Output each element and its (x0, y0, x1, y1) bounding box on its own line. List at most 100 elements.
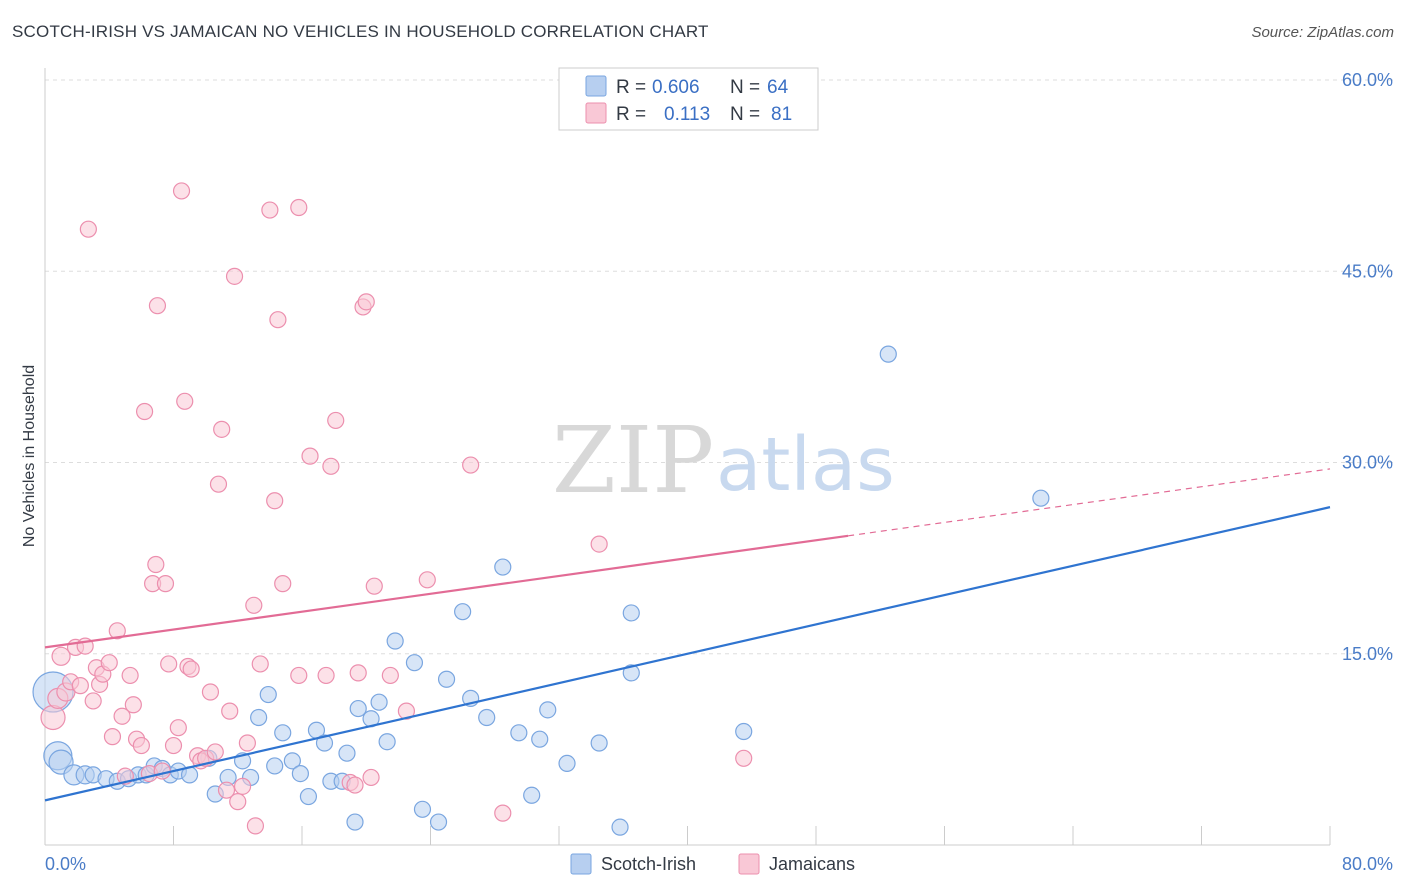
scotch-irish-point-46 (478, 708, 496, 727)
trend-line-scotch-irish (44, 506, 1331, 802)
jamaicans-point-69 (365, 577, 383, 595)
jamaicans-point-43 (213, 420, 231, 438)
jamaicans-point-74 (494, 804, 512, 822)
jamaicans-point-29 (156, 575, 175, 593)
scotch-irish-point-58 (879, 345, 897, 363)
series-scotch-irish-points (32, 345, 1050, 836)
trend-line-jamaicans-extension (848, 468, 1331, 537)
y-tick-label-15: 15.0% (1342, 644, 1393, 664)
jamaicans-point-16 (108, 622, 126, 640)
scotch-irish-point-39 (386, 632, 404, 650)
jamaicans-point-47 (229, 793, 247, 811)
correlation-legend: R = 0.606 N = 64 R = 0.113 N = 81 (558, 67, 819, 131)
scotch-irish-point-50 (531, 730, 549, 748)
bottom-legend-scotch-irish: Scotch-Irish (601, 854, 696, 874)
legend-n-label-2: N = (730, 104, 760, 125)
jamaicans-point-36 (182, 660, 200, 678)
scotch-irish-point-54 (611, 818, 629, 836)
jamaicans-point-7 (71, 677, 89, 695)
jamaicans-point-22 (132, 736, 150, 755)
source-label: Source: ZipAtlas.com (1251, 24, 1394, 41)
scotch-irish-point-55 (622, 664, 640, 682)
scotch-irish-point-40 (405, 654, 424, 672)
scotch-irish-point-38 (378, 733, 396, 751)
jamaicans-point-76 (735, 749, 753, 767)
jamaicans-point-72 (418, 571, 436, 589)
jamaicans-point-65 (349, 664, 367, 682)
jamaicans-point-30 (160, 655, 178, 673)
jamaicans-point-57 (290, 666, 308, 685)
scotch-irish-point-23 (259, 685, 277, 704)
jamaicans-point-55 (269, 311, 287, 329)
scotch-irish-point-25 (274, 724, 292, 742)
y-tick-labels: 15.0% 30.0% 45.0% 60.0% (1342, 70, 1393, 664)
legend-r-value-2: 0.113 (664, 104, 710, 125)
jamaicans-point-23 (135, 402, 154, 421)
jamaicans-point-52 (251, 655, 269, 673)
scotch-irish-point-51 (539, 701, 557, 719)
jamaicans-point-34 (176, 392, 194, 410)
jamaicans-point-27 (148, 297, 167, 315)
jamaicans-point-61 (322, 457, 340, 475)
y-tick-label-45: 45.0% (1342, 261, 1393, 281)
jamaicans-point-51 (246, 817, 265, 835)
trend-lines (44, 468, 1331, 802)
legend-n-value-2: 81 (771, 104, 792, 125)
jamaicans-point-48 (233, 777, 252, 795)
jamaicans-point-62 (327, 411, 345, 430)
jamaicans-point-20 (124, 696, 142, 714)
jamaicans-point-71 (397, 702, 416, 720)
y-tick-label-60: 60.0% (1342, 70, 1393, 90)
scotch-irish-point-52 (558, 754, 576, 773)
y-tick-label-30: 30.0% (1342, 453, 1393, 473)
scotch-irish-point-48 (510, 724, 528, 742)
jamaicans-point-28 (153, 762, 171, 780)
scotch-irish-point-28 (299, 787, 318, 806)
legend-n-label-1: N = (730, 77, 760, 98)
series-legend: Scotch-Irish Jamaicans (570, 853, 855, 875)
jamaicans-point-31 (164, 736, 183, 755)
jamaicans-point-70 (381, 666, 399, 685)
jamaicans-point-3 (51, 646, 71, 666)
jamaicans-point-64 (346, 776, 364, 794)
scotch-irish-point-22 (250, 708, 268, 727)
scotch-irish-point-43 (437, 670, 456, 688)
scotch-irish-point-53 (590, 734, 608, 752)
x-tick-label-min: 0.0% (45, 854, 86, 874)
jamaicans-point-40 (201, 683, 220, 701)
scotch-irish-point-41 (413, 800, 432, 818)
legend-r-label-1: R = (616, 77, 646, 98)
trend-line-jamaicans (44, 534, 849, 649)
scotch-irish-point-27 (291, 764, 309, 783)
jamaicans-point-54 (266, 492, 284, 510)
jamaicans-point-75 (590, 535, 608, 553)
jamaicans-point-41 (206, 743, 224, 761)
x-tick-labels: 0.0% 80.0% (45, 854, 1393, 874)
watermark-atlas: atlas (716, 422, 895, 508)
legend-swatch-jamaicans (585, 102, 607, 124)
jamaicans-point-73 (462, 456, 480, 474)
scotch-irish-point-34 (346, 813, 364, 831)
jamaicans-point-60 (317, 666, 335, 685)
scotch-irish-point-33 (338, 744, 356, 762)
x-tick-label-max: 80.0% (1342, 854, 1393, 874)
legend-r-value-1: 0.606 (652, 77, 700, 98)
scotch-irish-point-47 (494, 558, 512, 576)
legend-r-label-2: R = (616, 104, 646, 125)
jamaicans-point-49 (238, 734, 256, 752)
scotch-irish-point-57 (735, 722, 753, 741)
jamaicans-point-59 (301, 447, 319, 465)
scotch-irish-point-59 (1032, 489, 1050, 507)
jamaicans-point-53 (261, 201, 279, 219)
watermark-zip: ZIP (552, 407, 714, 514)
bottom-legend-swatch-jamaicans (738, 853, 760, 875)
jamaicans-point-67 (357, 293, 375, 311)
legend-n-value-1: 64 (767, 77, 789, 98)
y-axis-title: No Vehicles in Household (21, 365, 38, 547)
scotch-irish-point-35 (349, 699, 367, 718)
scotch-irish-point-30 (315, 734, 334, 752)
scotch-irish-point-49 (523, 786, 541, 804)
scotch-irish-point-26 (283, 752, 301, 770)
gridlines (45, 79, 1395, 655)
